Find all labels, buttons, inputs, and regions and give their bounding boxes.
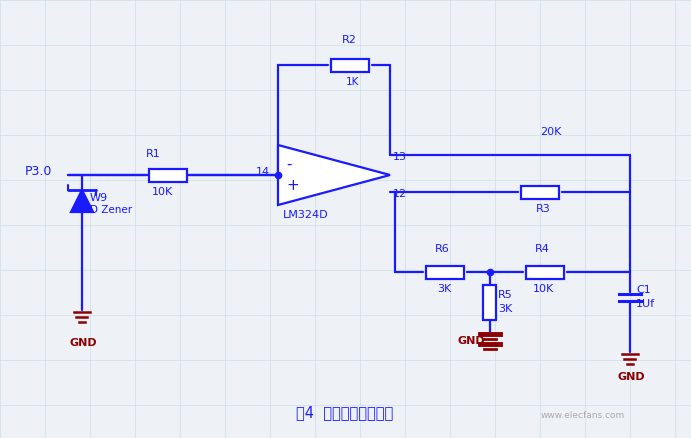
- Text: LM324D: LM324D: [283, 210, 329, 220]
- Text: GND: GND: [618, 372, 645, 382]
- Text: 14: 14: [256, 167, 270, 177]
- Text: 1K: 1K: [346, 77, 359, 87]
- Text: 3K: 3K: [498, 304, 512, 314]
- Text: 1Uf: 1Uf: [636, 299, 655, 309]
- Text: 20K: 20K: [540, 127, 561, 137]
- Bar: [149, 169, 187, 181]
- Text: R6: R6: [435, 244, 450, 254]
- Text: P3.0: P3.0: [25, 165, 53, 178]
- Text: 3K: 3K: [437, 284, 451, 294]
- Text: R3: R3: [536, 204, 551, 214]
- Text: C1: C1: [636, 285, 651, 295]
- Text: 图4  电压信号采集电路: 图4 电压信号采集电路: [296, 405, 394, 420]
- Bar: [484, 285, 497, 319]
- Text: +: +: [286, 178, 299, 193]
- Text: GND: GND: [70, 338, 97, 348]
- Text: 10K: 10K: [533, 284, 554, 294]
- Text: R1: R1: [146, 149, 161, 159]
- Text: R5: R5: [498, 290, 513, 300]
- Text: www.elecfans.com: www.elecfans.com: [541, 411, 625, 420]
- Bar: [426, 265, 464, 279]
- Polygon shape: [71, 190, 93, 212]
- Bar: [331, 59, 369, 71]
- Text: D Zener: D Zener: [90, 205, 132, 215]
- Text: -: -: [286, 157, 292, 172]
- Text: R4: R4: [535, 244, 550, 254]
- Text: R2: R2: [342, 35, 357, 45]
- Bar: [526, 265, 564, 279]
- Polygon shape: [278, 145, 390, 205]
- Text: W9: W9: [90, 193, 108, 203]
- Text: 13: 13: [393, 152, 407, 162]
- Text: 12: 12: [393, 189, 407, 199]
- Text: GND: GND: [458, 336, 486, 346]
- Text: 10K: 10K: [152, 187, 173, 197]
- Bar: [521, 186, 559, 198]
